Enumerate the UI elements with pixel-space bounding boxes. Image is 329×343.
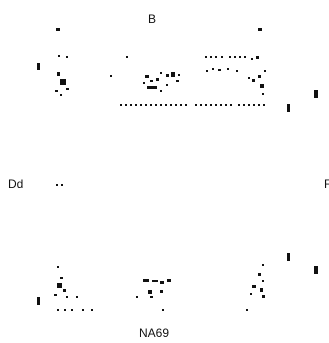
dot-row-top (205, 56, 207, 58)
label-bottom: NA69 (139, 326, 170, 340)
dot-pair-left (56, 184, 58, 186)
pixel-cluster-bottom-left (57, 266, 59, 268)
label-top: B (148, 12, 157, 26)
pixel-cluster-bottom-right (262, 264, 264, 266)
pixel-cluster-top-middle (110, 75, 112, 77)
pixel-cluster-top-right (258, 28, 262, 31)
pixel-cluster-top-left (56, 28, 60, 31)
label-right: F (324, 177, 329, 191)
label-left: Dd (8, 177, 24, 191)
dot-row-middle (120, 104, 122, 106)
pixel-cluster-bottom-middle (143, 279, 149, 282)
